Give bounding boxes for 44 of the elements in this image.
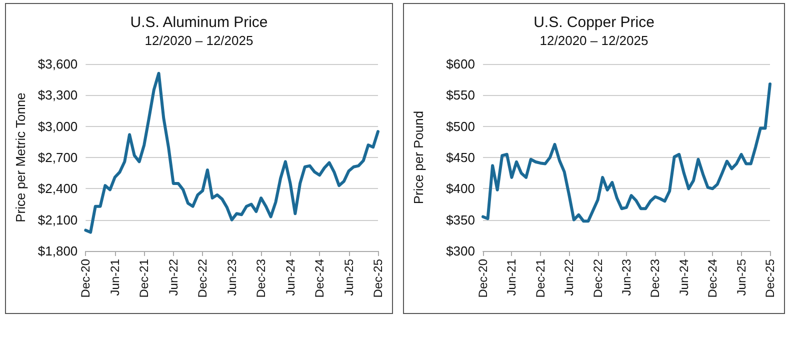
chart-title: U.S. Copper Price — [534, 14, 654, 31]
x-tick-label: Dec-22 — [196, 258, 210, 298]
y-tick-label: $600 — [446, 56, 475, 72]
y-tick-label: $1,800 — [38, 244, 78, 258]
x-tick-label: Dec-21 — [137, 258, 152, 298]
x-tick-label: Jun-25 — [342, 258, 356, 296]
y-tick-label: $3,600 — [38, 56, 78, 72]
x-tick-label: Dec-25 — [763, 258, 777, 298]
y-tick-label: $3,300 — [38, 88, 78, 103]
chart-subtitle: 12/2020 – 12/2025 — [540, 33, 648, 48]
y-tick-label: $2,400 — [38, 181, 78, 196]
y-axis-title: Price per Pound — [411, 110, 426, 204]
y-axis-title: Price per Metric Tonne — [13, 92, 28, 222]
line-series — [84, 72, 380, 234]
x-tick-label: Jun-21 — [504, 258, 519, 296]
x-tick-label: Jun-21 — [108, 258, 122, 296]
y-tick-label: $2,100 — [38, 212, 78, 228]
chart-title: U.S. Aluminum Price — [130, 14, 268, 31]
x-tick-label: Dec-24 — [706, 258, 720, 298]
y-tick-label: $350 — [446, 212, 475, 228]
y-tick-label: $500 — [446, 118, 475, 134]
y-tick-label: $300 — [446, 244, 475, 258]
x-tick-label: Dec-20 — [476, 258, 490, 298]
x-tick-label: Jun-24 — [676, 258, 691, 296]
x-tick-label: Dec-21 — [533, 258, 548, 298]
x-tick-label: Jun-24 — [283, 258, 298, 296]
chart-subtitle: 12/2020 – 12/2025 — [144, 33, 254, 48]
y-tick-label: $3,000 — [38, 118, 78, 134]
line-series — [482, 82, 772, 223]
x-tick-label: Jun-23 — [224, 258, 239, 296]
y-tick-label: $550 — [446, 88, 475, 103]
x-tick-label: Dec-22 — [590, 258, 605, 298]
x-tick-label: Jun-25 — [734, 258, 748, 296]
y-tick-label: $400 — [446, 181, 475, 196]
x-tick-label: Jun-22 — [562, 258, 576, 296]
x-tick-label: Dec-25 — [371, 258, 385, 298]
x-tick-label: Dec-23 — [254, 258, 268, 298]
x-tick-label: Dec-20 — [78, 258, 93, 298]
x-tick-label: Jun-22 — [166, 258, 180, 296]
y-tick-label: $450 — [446, 150, 475, 165]
y-tick-label: $2,700 — [38, 150, 78, 165]
x-tick-label: Dec-24 — [312, 258, 327, 298]
x-tick-label: Dec-23 — [648, 258, 662, 298]
x-tick-label: Jun-23 — [620, 258, 634, 296]
